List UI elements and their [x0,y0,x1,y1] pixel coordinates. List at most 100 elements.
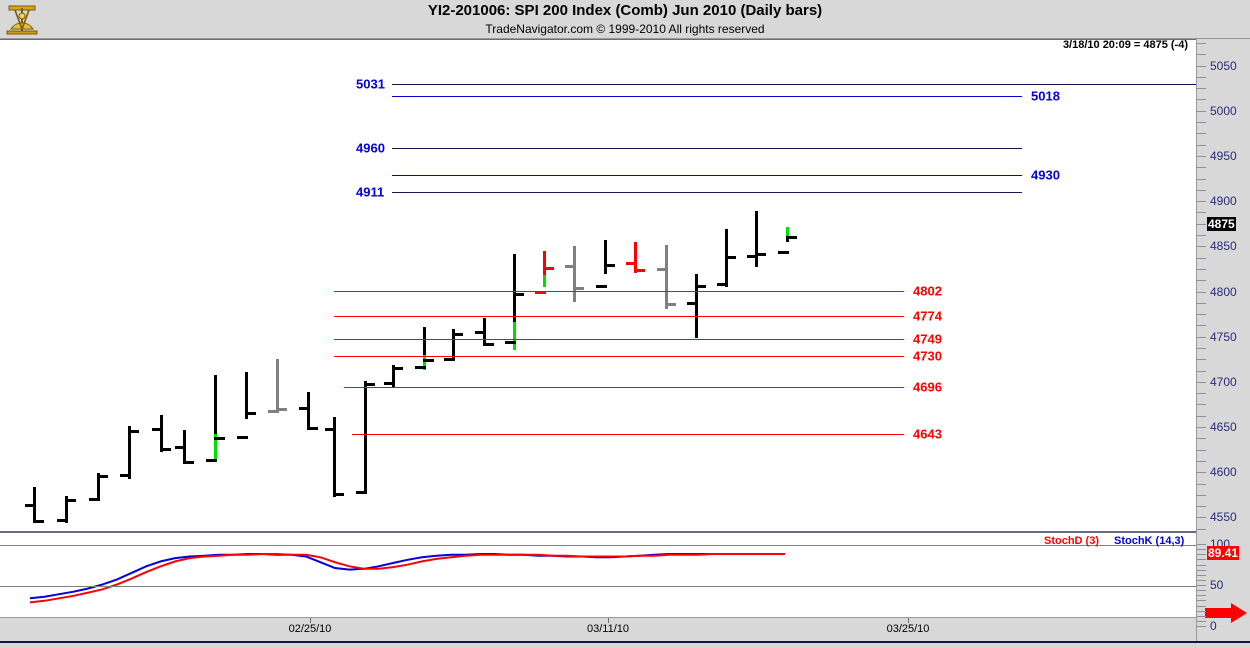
price-level-label: 4960 [356,140,385,156]
bar-accent [513,322,516,351]
bar-close-tick [483,343,494,347]
bar-open-tick [206,458,217,462]
date-axis-tick [310,618,311,623]
bar-open-tick [415,365,426,369]
axis-tick [1197,620,1206,622]
bar-close-tick [183,460,194,464]
bar-stem [97,473,100,501]
bar-close-tick [160,447,171,451]
axis-tick [1197,167,1206,169]
bar-close-tick [513,292,524,296]
axis-tick [1197,122,1206,124]
bar-close-tick [65,498,76,502]
bar-close-tick [276,408,287,412]
ohlc-bars-layer [0,40,1196,533]
axis-tick [1197,370,1206,372]
bar-open-tick [717,283,728,287]
price-level-line[interactable] [334,355,904,357]
stochastic-line [29,553,785,600]
bar-open-tick [596,285,607,289]
bar-accent [214,434,217,463]
price-level-label: 4749 [913,331,942,347]
axis-tick [1197,212,1206,214]
bar-open-tick [175,446,186,450]
stochastic-current-value: 89.41 [1207,545,1240,560]
bar-close-tick [392,366,403,370]
bar-open-tick [356,491,367,495]
bar-stem [392,364,395,389]
axis-tick [1197,291,1206,293]
price-level-line[interactable] [334,290,904,292]
bar-close-tick [755,252,766,256]
bar-stem [307,391,310,430]
axis-tick [1197,393,1206,395]
price-axis-label: 4850 [1210,239,1237,254]
axis-tick [1197,359,1206,361]
stochastic-axis-label: 0 [1210,619,1217,633]
stochd-legend-label: StochD (3) [1044,535,1099,547]
bar-open-tick [325,428,336,432]
bar-close-tick [634,269,645,273]
price-level-line[interactable] [392,83,1196,85]
axis-tick [1197,325,1206,327]
price-level-line[interactable] [392,175,1022,177]
price-level-line[interactable] [334,316,904,317]
axis-tick [1197,506,1206,508]
axis-tick [1197,404,1206,406]
axis-tick [1197,544,1206,545]
bar-open-tick [57,519,68,523]
axis-tick [1197,494,1206,496]
bar-open-tick [626,261,637,265]
bar-open-tick [384,381,395,385]
date-axis[interactable]: 02/25/10 03/11/10 03/25/10 [0,617,1196,643]
price-level-label: 5031 [356,76,385,92]
bar-open-tick [120,474,131,478]
axis-tick [1197,155,1206,157]
bar-stem [160,414,163,452]
price-level-label: 4696 [913,379,942,394]
price-level-line[interactable] [392,95,1022,97]
price-axis-label: 5050 [1210,58,1237,73]
date-axis-label: 03/25/10 [886,623,930,635]
bar-open-tick [535,290,546,294]
axis-tick [1197,223,1206,225]
axis-tick [1197,201,1206,203]
date-axis-tick [908,618,909,623]
price-axis-label: 4650 [1210,420,1237,435]
bar-stem [604,240,607,275]
axis-tick [1197,88,1206,90]
price-axis-label: 4550 [1210,510,1237,525]
axis-tick [1197,615,1206,617]
bar-close-tick [452,333,463,337]
price-level-line[interactable] [344,386,904,388]
bar-open-tick [687,301,698,305]
page-title: YI2-201006: SPI 200 Index (Comb) Jun 201… [427,2,823,19]
axis-tick [1197,626,1206,627]
axis-tick [1197,569,1206,571]
price-level-label: 4643 [913,426,942,442]
price-level-line[interactable] [352,434,904,436]
axis-tick [1197,268,1206,270]
scroll-right-arrow-icon[interactable] [1203,602,1249,624]
bar-stem [452,328,455,362]
price-level-line[interactable] [392,147,1022,149]
bar-open-tick [565,265,576,269]
price-level-line[interactable] [334,338,904,340]
axis-tick [1197,427,1206,429]
stochastic-axis[interactable]: 100 50 0 89.41 [1196,532,1250,643]
price-chart-pane[interactable]: 5031 5018 4960 4930 4911 4802 4774 4749 4730 4696… [0,39,1196,574]
axis-tick [1197,438,1206,440]
axis-tick [1197,517,1206,519]
bar-open-tick [657,268,668,272]
axis-tick [1197,65,1206,67]
price-axis[interactable]: 5050 5000 4950 4900 4850 4800 4750 4700 4650 4600… [1196,39,1250,532]
bar-open-tick [25,503,36,507]
axis-tick [1197,246,1206,248]
axis-tick [1197,610,1206,612]
bar-accent [543,274,546,288]
stochastic-lines [29,553,785,604]
header-bar: YI2-201006: SPI 200 Index (Comb) Jun 201… [0,0,1250,40]
price-level-line[interactable] [392,192,1022,194]
axis-tick [1197,528,1206,530]
